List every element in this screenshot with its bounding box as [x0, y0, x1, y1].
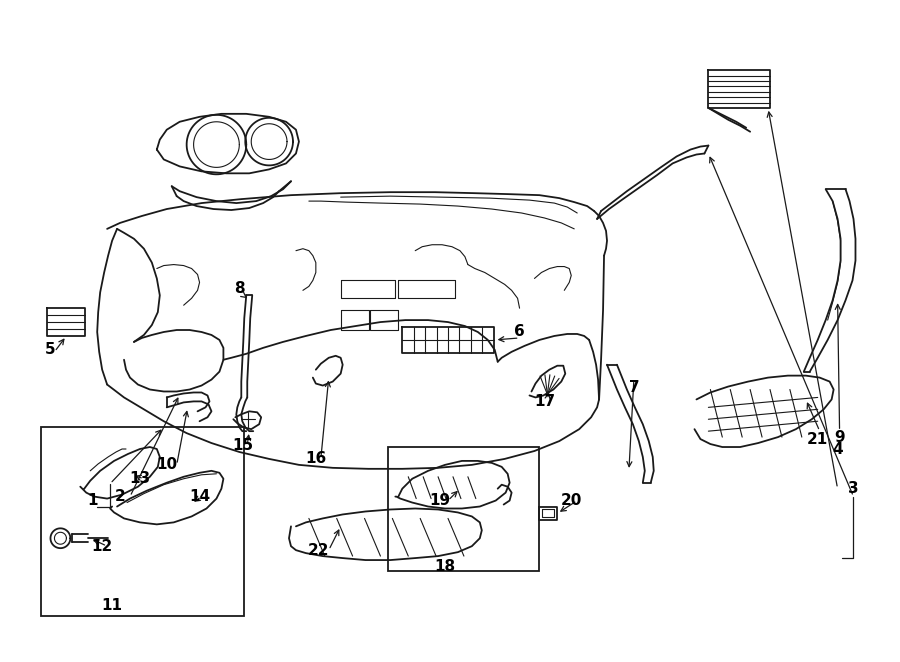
Text: 4: 4 — [832, 442, 843, 457]
Text: 16: 16 — [305, 451, 327, 467]
Text: 5: 5 — [45, 342, 56, 357]
Text: 22: 22 — [308, 543, 329, 557]
Text: 2: 2 — [114, 489, 125, 504]
Bar — [389, 447, 539, 571]
Text: 20: 20 — [561, 493, 582, 508]
Text: 10: 10 — [157, 457, 177, 473]
Text: 19: 19 — [429, 493, 451, 508]
Text: 11: 11 — [102, 598, 122, 613]
Text: 21: 21 — [807, 432, 828, 447]
Text: 15: 15 — [233, 438, 254, 453]
Text: 9: 9 — [834, 430, 845, 445]
Text: 6: 6 — [514, 324, 525, 340]
Text: 14: 14 — [189, 489, 210, 504]
Bar — [40, 427, 244, 616]
Text: 17: 17 — [534, 394, 555, 409]
Text: 1: 1 — [87, 493, 97, 508]
Text: 18: 18 — [435, 559, 455, 573]
Text: 13: 13 — [130, 471, 150, 487]
Text: 3: 3 — [848, 481, 859, 496]
Text: 7: 7 — [628, 380, 639, 395]
Text: 12: 12 — [92, 539, 112, 553]
Text: 8: 8 — [234, 281, 245, 296]
